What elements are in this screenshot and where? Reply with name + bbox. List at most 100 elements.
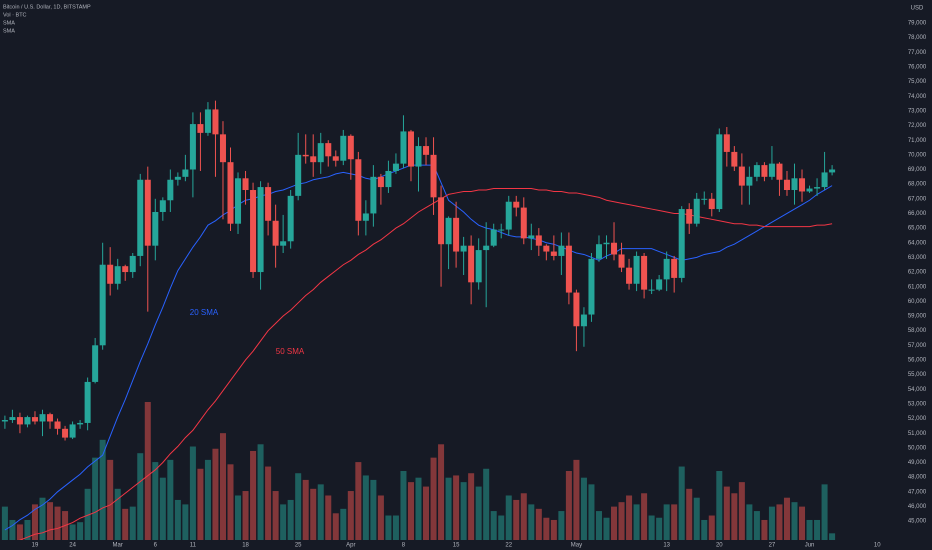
x-tick-label: 22 <box>505 543 512 549</box>
candle-body <box>69 424 76 438</box>
candle-body <box>219 134 226 163</box>
candle-body <box>310 156 317 163</box>
volume-bar <box>746 504 753 540</box>
volume-bar <box>799 506 806 540</box>
volume-bar <box>182 504 189 540</box>
volume-bar <box>565 471 572 540</box>
volume-bar <box>167 459 174 540</box>
y-tick-label: 66,000 <box>908 211 927 217</box>
volume-bar <box>114 488 121 540</box>
candle-body <box>347 135 354 160</box>
candle-body <box>731 151 738 167</box>
volume-bar <box>573 459 580 540</box>
volume-bar <box>595 511 602 540</box>
x-tick-label: 18 <box>242 543 249 549</box>
candle-body <box>430 154 437 198</box>
candle-body <box>77 422 84 425</box>
y-tick-label: 62,000 <box>908 270 927 276</box>
volume-bar <box>407 482 414 540</box>
volume-bar <box>423 486 430 540</box>
y-tick-label: 49,000 <box>908 460 927 466</box>
volume-bar <box>31 504 38 540</box>
volume-bar <box>54 506 61 540</box>
volume-bar <box>400 471 407 540</box>
candle-body <box>565 245 572 293</box>
y-tick-label: 60,000 <box>908 299 927 305</box>
volume-bar <box>753 511 760 540</box>
candle-body <box>385 170 392 188</box>
candle-body <box>543 245 550 252</box>
candle-body <box>114 266 121 284</box>
volume-bar <box>204 459 211 540</box>
candle-body <box>783 179 790 191</box>
volume-bar <box>776 504 783 540</box>
volume-bar <box>69 524 76 540</box>
candle-body <box>39 414 46 422</box>
volume-bar <box>317 484 324 540</box>
volume-bar <box>513 499 520 540</box>
volume-bar <box>528 504 535 540</box>
candle-layer <box>1 100 836 441</box>
volume-bar <box>302 479 309 540</box>
candle-body <box>821 172 828 188</box>
annotation: 20 SMA <box>190 308 219 317</box>
volume-bar <box>708 515 715 540</box>
volume-bar <box>47 502 54 540</box>
volume-bar <box>490 511 497 540</box>
candle-body <box>107 264 114 284</box>
volume-bar <box>197 468 204 540</box>
candle-body <box>362 213 369 221</box>
y-tick-label: 56,000 <box>908 358 927 364</box>
volume-bar <box>588 484 595 540</box>
candle-body <box>520 207 527 239</box>
x-tick-label: Mar <box>113 543 123 549</box>
candle-body <box>280 241 287 246</box>
volume-bar <box>483 468 490 540</box>
candle-body <box>475 250 482 283</box>
y-tick-label: 74,000 <box>908 94 927 100</box>
candle-body <box>250 190 257 273</box>
volume-bar <box>1 506 8 540</box>
legend-sma: SMA <box>3 28 15 34</box>
candle-body <box>648 289 655 291</box>
volume-bar <box>671 504 678 540</box>
candle-body <box>799 178 806 192</box>
y-tick-label: 69,000 <box>908 167 927 173</box>
candle-body <box>167 179 174 201</box>
candle-body <box>595 244 602 259</box>
candle-body <box>415 146 422 167</box>
volume-bar <box>648 515 655 540</box>
candle-body <box>197 124 204 133</box>
candle-body <box>611 242 618 255</box>
x-tick-label: 13 <box>663 543 670 549</box>
candle-body <box>768 163 775 177</box>
candle-body <box>746 176 753 186</box>
volume-bar <box>107 459 114 540</box>
volume-bar <box>460 482 467 540</box>
candle-body <box>400 131 407 164</box>
candle-body <box>204 109 211 133</box>
y-tick-label: 79,000 <box>908 21 927 27</box>
volume-bar <box>663 504 670 540</box>
legend-volume: Vol · BTC <box>3 12 27 18</box>
candle-body <box>54 421 61 429</box>
volume-bar <box>122 508 129 540</box>
volume-bar <box>152 462 159 540</box>
volume-bar <box>468 473 475 540</box>
volume-bar <box>693 497 700 540</box>
candle-body <box>708 198 715 210</box>
candle-body <box>24 417 31 425</box>
candle-body <box>641 255 648 290</box>
volume-bar <box>9 519 16 540</box>
volume-bar <box>543 517 550 540</box>
volume-bar <box>347 491 354 540</box>
candle-body <box>678 209 685 278</box>
candle-body <box>235 178 242 224</box>
candle-body <box>122 266 129 273</box>
candle-body <box>152 211 159 246</box>
volume-bar <box>340 508 347 540</box>
volume-bar <box>392 515 399 540</box>
y-tick-label: 63,000 <box>908 255 927 261</box>
x-tick-label: 6 <box>154 543 158 549</box>
